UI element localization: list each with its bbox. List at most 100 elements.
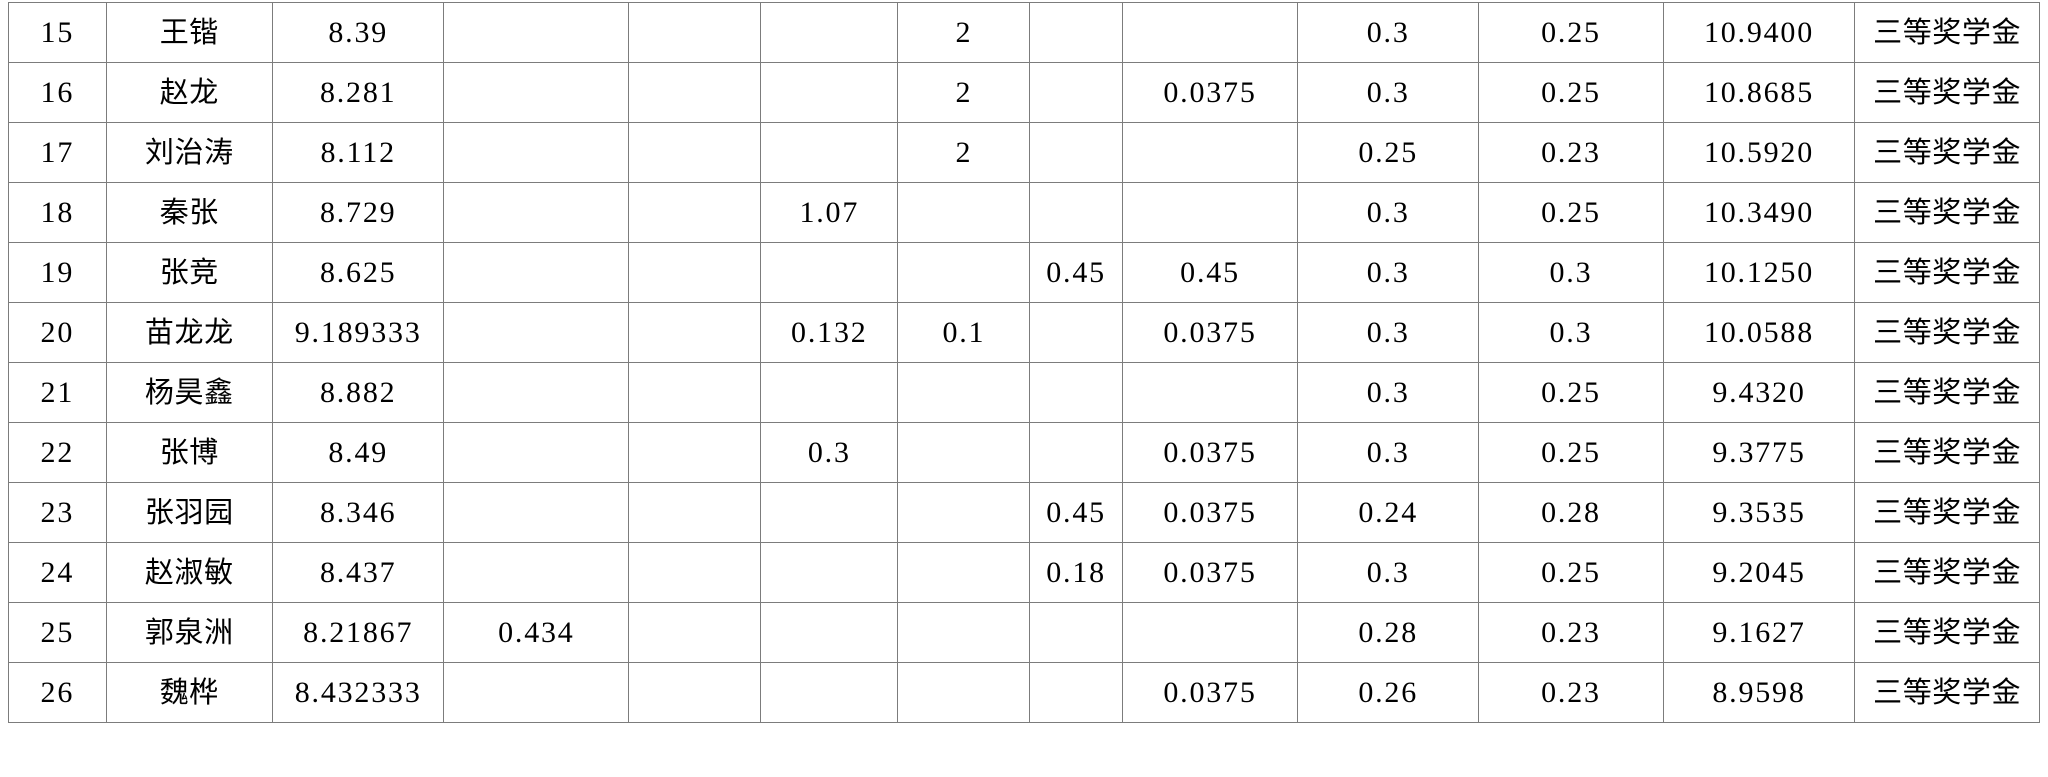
cell-bonus-col-8[interactable]: 0.45 — [1029, 242, 1123, 303]
cell-bonus-col-9[interactable] — [1121, 122, 1299, 183]
cell-bonus-col-5[interactable] — [628, 2, 762, 63]
cell-award-level[interactable]: 三等奖学金 — [1854, 62, 2040, 123]
cell-student-name[interactable]: 刘治涛 — [105, 122, 273, 183]
cell-total-score[interactable]: 9.2045 — [1662, 542, 1856, 603]
cell-student-name[interactable]: 张博 — [105, 422, 273, 483]
cell-bonus-col-6[interactable]: 0.132 — [760, 302, 899, 363]
cell-bonus-col-5[interactable] — [628, 62, 762, 123]
cell-bonus-col-7[interactable] — [897, 242, 1031, 303]
cell-student-name[interactable]: 赵龙 — [105, 62, 273, 123]
cell-bonus-col-4[interactable] — [443, 2, 630, 63]
cell-bonus-col-6[interactable] — [760, 62, 899, 123]
cell-bonus-col-7[interactable] — [897, 602, 1031, 663]
cell-bonus-col-10[interactable]: 0.3 — [1297, 362, 1480, 423]
cell-bonus-col-4[interactable] — [443, 482, 630, 543]
cell-bonus-col-8[interactable] — [1029, 122, 1123, 183]
cell-row-index[interactable]: 17 — [8, 122, 107, 183]
cell-award-level[interactable]: 三等奖学金 — [1854, 542, 2040, 603]
cell-total-score[interactable]: 10.9400 — [1662, 2, 1856, 63]
cell-bonus-col-11[interactable]: 0.25 — [1478, 182, 1664, 243]
cell-award-level[interactable]: 三等奖学金 — [1854, 362, 2040, 423]
cell-student-name[interactable]: 魏桦 — [105, 662, 273, 723]
cell-bonus-col-9[interactable]: 0.0375 — [1121, 302, 1299, 363]
cell-award-level[interactable]: 三等奖学金 — [1854, 662, 2040, 723]
cell-total-score[interactable]: 9.1627 — [1662, 602, 1856, 663]
cell-bonus-col-11[interactable]: 0.3 — [1478, 302, 1664, 363]
cell-bonus-col-5[interactable] — [628, 482, 762, 543]
cell-bonus-col-8[interactable] — [1029, 62, 1123, 123]
cell-total-score[interactable]: 8.9598 — [1662, 662, 1856, 723]
cell-bonus-col-6[interactable] — [760, 482, 899, 543]
cell-bonus-col-6[interactable] — [760, 602, 899, 663]
cell-row-index[interactable]: 20 — [8, 302, 107, 363]
cell-award-level[interactable]: 三等奖学金 — [1854, 422, 2040, 483]
cell-bonus-col-5[interactable] — [628, 602, 762, 663]
cell-bonus-col-9[interactable] — [1121, 362, 1299, 423]
cell-student-name[interactable]: 郭泉洲 — [105, 602, 273, 663]
cell-bonus-col-7[interactable]: 2 — [897, 62, 1031, 123]
cell-award-level[interactable]: 三等奖学金 — [1854, 242, 2040, 303]
cell-total-score[interactable]: 10.1250 — [1662, 242, 1856, 303]
cell-bonus-col-6[interactable] — [760, 542, 899, 603]
cell-bonus-col-8[interactable] — [1029, 422, 1123, 483]
cell-bonus-col-10[interactable]: 0.24 — [1297, 482, 1480, 543]
cell-bonus-col-8[interactable]: 0.18 — [1029, 542, 1123, 603]
cell-bonus-col-10[interactable]: 0.25 — [1297, 122, 1480, 183]
cell-row-index[interactable]: 16 — [8, 62, 107, 123]
cell-bonus-col-10[interactable]: 0.3 — [1297, 542, 1480, 603]
cell-bonus-col-11[interactable]: 0.25 — [1478, 422, 1664, 483]
cell-base-score[interactable]: 8.49 — [271, 422, 445, 483]
cell-student-name[interactable]: 王锴 — [105, 2, 273, 63]
cell-bonus-col-7[interactable] — [897, 662, 1031, 723]
cell-bonus-col-8[interactable] — [1029, 2, 1123, 63]
cell-bonus-col-4[interactable] — [443, 302, 630, 363]
cell-student-name[interactable]: 赵淑敏 — [105, 542, 273, 603]
cell-bonus-col-4[interactable] — [443, 362, 630, 423]
cell-total-score[interactable]: 9.3535 — [1662, 482, 1856, 543]
cell-base-score[interactable]: 8.625 — [271, 242, 445, 303]
cell-total-score[interactable]: 10.3490 — [1662, 182, 1856, 243]
cell-bonus-col-7[interactable] — [897, 422, 1031, 483]
cell-bonus-col-8[interactable]: 0.45 — [1029, 482, 1123, 543]
cell-bonus-col-10[interactable]: 0.3 — [1297, 62, 1480, 123]
cell-bonus-col-9[interactable] — [1121, 2, 1299, 63]
cell-award-level[interactable]: 三等奖学金 — [1854, 182, 2040, 243]
cell-bonus-col-6[interactable] — [760, 122, 899, 183]
cell-base-score[interactable]: 8.346 — [271, 482, 445, 543]
cell-bonus-col-8[interactable] — [1029, 182, 1123, 243]
cell-bonus-col-11[interactable]: 0.23 — [1478, 602, 1664, 663]
cell-student-name[interactable]: 张羽园 — [105, 482, 273, 543]
cell-student-name[interactable]: 苗龙龙 — [105, 302, 273, 363]
cell-bonus-col-11[interactable]: 0.23 — [1478, 122, 1664, 183]
cell-bonus-col-4[interactable] — [443, 422, 630, 483]
cell-row-index[interactable]: 21 — [8, 362, 107, 423]
cell-bonus-col-10[interactable]: 0.3 — [1297, 242, 1480, 303]
cell-base-score[interactable]: 8.281 — [271, 62, 445, 123]
cell-bonus-col-10[interactable]: 0.3 — [1297, 2, 1480, 63]
cell-student-name[interactable]: 杨昊鑫 — [105, 362, 273, 423]
cell-bonus-col-4[interactable] — [443, 122, 630, 183]
cell-bonus-col-9[interactable]: 0.0375 — [1121, 662, 1299, 723]
cell-bonus-col-9[interactable]: 0.0375 — [1121, 542, 1299, 603]
cell-row-index[interactable]: 23 — [8, 482, 107, 543]
cell-bonus-col-10[interactable]: 0.26 — [1297, 662, 1480, 723]
cell-bonus-col-5[interactable] — [628, 422, 762, 483]
cell-bonus-col-4[interactable]: 0.434 — [443, 602, 630, 663]
cell-row-index[interactable]: 22 — [8, 422, 107, 483]
cell-base-score[interactable]: 8.437 — [271, 542, 445, 603]
cell-award-level[interactable]: 三等奖学金 — [1854, 122, 2040, 183]
cell-bonus-col-8[interactable] — [1029, 362, 1123, 423]
cell-bonus-col-10[interactable]: 0.3 — [1297, 302, 1480, 363]
cell-bonus-col-11[interactable]: 0.25 — [1478, 362, 1664, 423]
cell-bonus-col-7[interactable] — [897, 182, 1031, 243]
cell-base-score[interactable]: 8.882 — [271, 362, 445, 423]
cell-bonus-col-7[interactable]: 2 — [897, 2, 1031, 63]
cell-bonus-col-9[interactable] — [1121, 182, 1299, 243]
cell-bonus-col-6[interactable] — [760, 362, 899, 423]
cell-bonus-col-9[interactable]: 0.0375 — [1121, 482, 1299, 543]
cell-bonus-col-4[interactable] — [443, 62, 630, 123]
cell-bonus-col-5[interactable] — [628, 182, 762, 243]
cell-bonus-col-11[interactable]: 0.23 — [1478, 662, 1664, 723]
cell-bonus-col-11[interactable]: 0.28 — [1478, 482, 1664, 543]
cell-award-level[interactable]: 三等奖学金 — [1854, 602, 2040, 663]
